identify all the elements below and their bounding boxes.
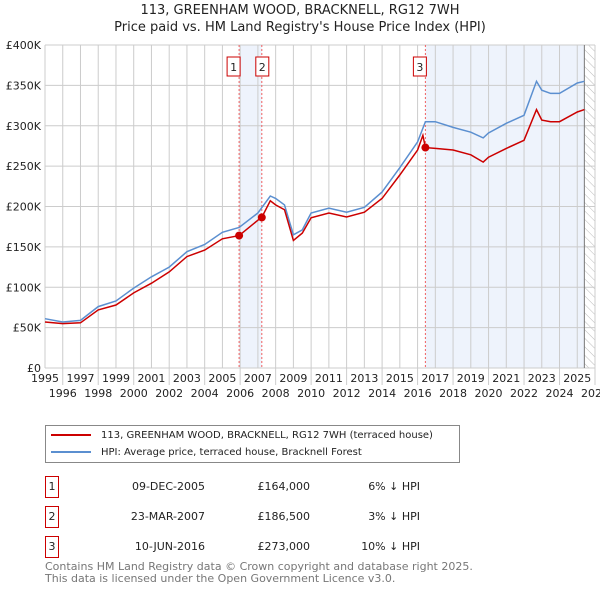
x-tick-label: 2010 [297,387,325,400]
sale-price: £273,000 [257,540,311,553]
y-tick-label: £200K [6,201,42,214]
sale-badge-label: 1 [230,61,237,74]
x-tick-label: 2017 [421,372,449,385]
x-tick-label: 2013 [350,372,378,385]
legend-item-hpi: HPI: Average price, terraced house, Brac… [46,444,362,460]
y-tick-label: £400K [6,39,42,52]
x-tick-label: 2018 [439,387,467,400]
x-tick-label: 1998 [84,387,112,400]
sale-hpi-diff: 6% ↓ HPI [368,480,420,493]
y-tick-label: £350K [6,79,42,92]
x-tick-label: 2005 [208,372,236,385]
x-tick-label: 2023 [528,372,556,385]
x-tick-label: 2000 [120,387,148,400]
x-tick-label: 2016 [404,387,432,400]
y-tick-label: £100K [6,281,42,294]
x-tick-label: 2009 [279,372,307,385]
x-tick-label: 1995 [31,372,59,385]
x-tick-label: 2020 [475,387,503,400]
sale-point [235,231,244,240]
footer-copyright: Contains HM Land Registry data © Crown c… [45,560,473,573]
chart-subtitle: Price paid vs. HM Land Registry's House … [114,20,486,35]
sale-badge-label: 2 [259,61,266,74]
y-tick-label: £300K [6,120,42,133]
x-tick-label: 2019 [457,372,485,385]
x-tick-label: 2011 [315,372,343,385]
footer-licence: This data is licensed under the Open Gov… [45,572,396,585]
sale-date: 10-JUN-2016 [134,540,205,553]
sale-badge [255,56,270,77]
sale-date: 09-DEC-2005 [131,480,205,493]
y-tick-label: £150K [6,241,42,254]
price-chart: 1995 1996 1997 1998 1999 2000 2001 2002 2003 2004… [6,39,600,400]
y-tick-label: £250K [6,160,42,173]
legend-label: HPI: Average price, terraced house, Brac… [101,446,362,458]
x-tick-label: 1996 [49,387,77,400]
footer: Contains HM Land Registry data © Crown c… [45,561,473,585]
x-tick-label: 2001 [137,372,165,385]
x-tick-label: 2022 [510,387,538,400]
sale-row: 1 09-DEC-2005 £164,000 6% ↓ HPI [45,476,425,498]
x-tick-label: 2003 [173,372,201,385]
x-tick-label: 2024 [546,387,574,400]
sale-hpi-diff: 3% ↓ HPI [368,510,420,523]
x-tick-label: 2012 [333,387,361,400]
sale-marker-badge: 2 [45,506,59,528]
sale-marker-badge: 3 [45,536,59,558]
sale-badge-label: 3 [416,61,423,74]
sale-row: 2 23-MAR-2007 £186,500 3% ↓ HPI [45,506,425,528]
x-tick-label: 2026 [581,387,600,400]
chart-title: 113, GREENHAM WOOD, BRACKNELL, RG12 7WH [140,3,460,18]
sale-price: £164,000 [257,480,311,493]
hpi-line [44,79,585,323]
x-tick-label: 2025 [563,372,591,385]
x-tick-label: 2014 [368,387,396,400]
x-tick-label: 1997 [66,372,94,385]
legend-swatch-blue [51,451,91,453]
x-tick-label: 2006 [226,387,254,400]
sale-row: 3 10-JUN-2016 £273,000 10% ↓ HPI [45,536,425,558]
sale-badge [226,56,241,77]
sale-point [421,143,430,152]
sale-hpi-diff: 10% ↓ HPI [361,540,420,553]
x-tick-label: 1999 [102,372,130,385]
y-tick-label: £0 [27,362,41,375]
x-tick-label: 2021 [492,372,520,385]
x-tick-label: 2002 [155,387,183,400]
x-tick-label: 2008 [262,387,290,400]
x-tick-label: 2015 [386,372,414,385]
legend-label: 113, GREENHAM WOOD, BRACKNELL, RG12 7WH … [101,429,433,441]
sale-price: £186,500 [257,510,311,523]
property-price-line [44,107,585,325]
x-tick-label: 2004 [191,387,219,400]
sale-badge [412,56,427,77]
x-tick-label: 2007 [244,372,272,385]
legend-item-property: 113, GREENHAM WOOD, BRACKNELL, RG12 7WH … [46,427,433,443]
sale-point [257,213,266,222]
y-tick-label: £50K [13,322,42,335]
legend-swatch-red [51,434,91,436]
legend: 113, GREENHAM WOOD, BRACKNELL, RG12 7WH … [45,425,460,463]
sale-marker-badge: 1 [45,476,59,498]
sale-date: 23-MAR-2007 [130,510,205,523]
